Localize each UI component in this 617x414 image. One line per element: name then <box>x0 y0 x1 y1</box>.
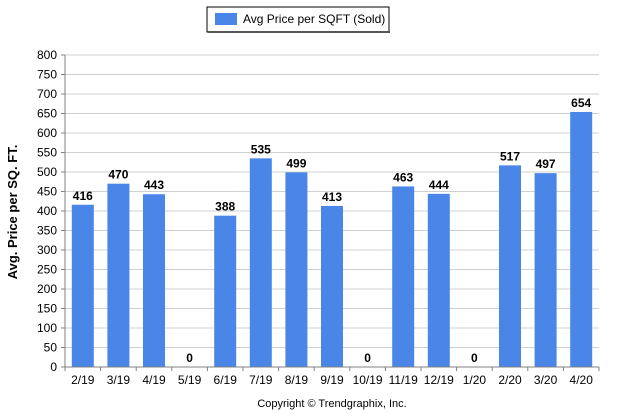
y-tick-label: 600 <box>37 126 57 140</box>
bar-data-label: 444 <box>429 178 449 192</box>
x-tick-label: 11/19 <box>389 373 418 387</box>
legend: Avg Price per SQFT (Sold) <box>206 6 390 33</box>
x-tick-label: 3/19 <box>107 373 131 387</box>
bar <box>499 165 521 367</box>
x-tick-label: 5/19 <box>178 373 202 387</box>
bar-data-label: 470 <box>108 168 128 182</box>
y-tick-label: 350 <box>37 224 57 238</box>
bar-data-labels: 416 470 443 0 388 535 499 413 0 463 444 0 517 497 654 <box>73 96 592 365</box>
bar-data-label: 388 <box>215 200 235 214</box>
bar <box>214 215 237 367</box>
bar <box>143 194 165 367</box>
y-tick-label: 200 <box>37 282 57 296</box>
bar <box>285 172 308 367</box>
bar-data-label: 416 <box>73 189 93 203</box>
x-tick-label: 3/20 <box>534 373 558 387</box>
x-tick-label: 2/19 <box>71 373 95 387</box>
y-tick-label: 50 <box>44 341 58 355</box>
y-axis-title: Avg. Price per SQ. FT. <box>5 145 20 280</box>
bar-data-label: 0 <box>186 351 193 365</box>
y-tick-label: 300 <box>37 243 57 257</box>
y-tick-label: 400 <box>37 204 57 218</box>
bar-data-label: 654 <box>571 96 591 110</box>
y-tick-label: 550 <box>37 146 57 160</box>
bars <box>71 111 593 367</box>
y-tick-label: 800 <box>37 48 57 62</box>
copyright-text: Copyright © Trendgraphix, Inc. <box>257 398 406 410</box>
y-tick-label: 450 <box>37 185 57 199</box>
bar-data-label: 0 <box>364 351 371 365</box>
bar <box>71 204 94 367</box>
bar <box>392 186 415 367</box>
y-tick-label: 750 <box>37 68 57 82</box>
x-tick-label: 7/19 <box>249 373 273 387</box>
x-tick-label: 6/19 <box>214 373 238 387</box>
y-axis-ticks: 0 50 100 150 200 250 300 350 400 450 500 550 600 650 7… <box>37 48 65 374</box>
y-tick-label: 500 <box>37 165 57 179</box>
bar-data-label: 413 <box>322 190 342 204</box>
bar-data-label: 463 <box>393 170 413 184</box>
y-tick-label: 100 <box>37 321 57 335</box>
y-tick-label: 150 <box>37 302 57 316</box>
bar-data-label: 499 <box>286 156 306 170</box>
axes <box>64 55 599 368</box>
x-tick-label: 9/19 <box>320 373 344 387</box>
bar <box>570 111 593 367</box>
x-tick-label: 10/19 <box>353 373 383 387</box>
x-tick-label: 2/20 <box>498 373 522 387</box>
bar-data-label: 535 <box>251 142 271 156</box>
bar-data-label: 0 <box>471 351 478 365</box>
x-tick-label: 1/20 <box>463 373 487 387</box>
x-tick-label: 12/19 <box>424 373 454 387</box>
x-axis-ticks: 2/19 3/19 4/19 5/19 6/19 7/19 8/19 9/19 10/19 11/… <box>64 367 600 387</box>
y-tick-label: 0 <box>50 360 57 374</box>
bar <box>321 205 343 367</box>
x-tick-label: 4/19 <box>142 373 166 387</box>
y-tick-label: 250 <box>37 263 57 277</box>
legend-box <box>206 6 390 33</box>
legend-shadow <box>208 31 390 33</box>
legend-label: Avg Price per SQFT (Sold) <box>243 12 385 26</box>
legend-swatch <box>215 13 237 25</box>
x-tick-label: 4/20 <box>570 373 594 387</box>
bar <box>427 193 450 367</box>
bar <box>249 158 272 367</box>
bar-data-label: 497 <box>536 157 556 171</box>
x-tick-label: 8/19 <box>285 373 309 387</box>
bar <box>107 183 130 367</box>
bar-data-label: 517 <box>500 149 520 163</box>
y-tick-label: 650 <box>37 107 57 121</box>
y-tick-label: 700 <box>37 87 57 101</box>
bar <box>534 173 557 367</box>
bar-data-label: 443 <box>144 178 164 192</box>
